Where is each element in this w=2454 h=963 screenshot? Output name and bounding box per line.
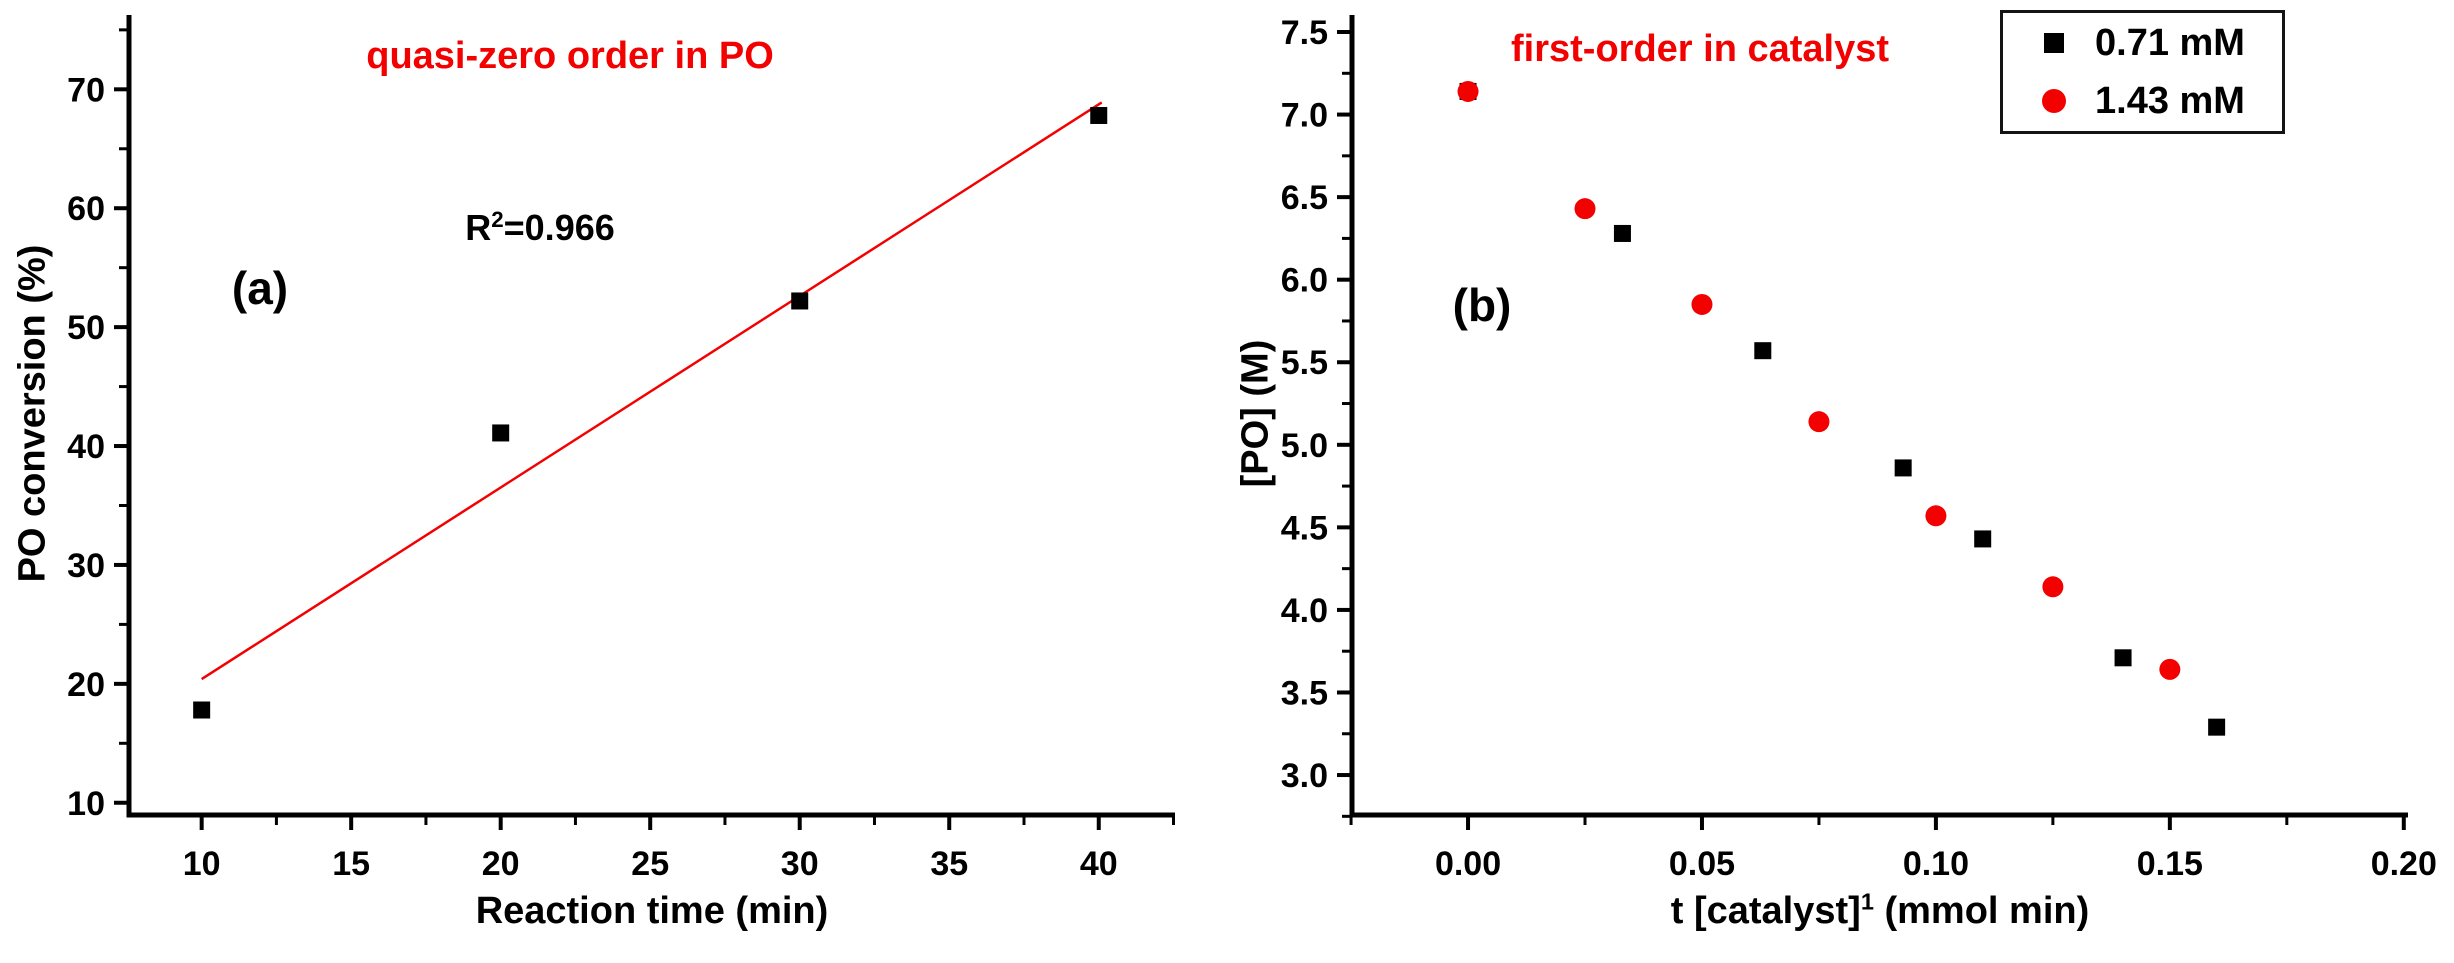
data-point-square (1613, 224, 1631, 242)
y-tick-label: 40 (67, 428, 105, 466)
y-tick-label: 3.5 (1281, 674, 1328, 712)
x-tick-label: 25 (631, 845, 669, 883)
panel-a-title: quasi-zero order in PO (366, 35, 774, 77)
data-point-circle (1925, 505, 1947, 527)
data-point-square (2208, 718, 2226, 736)
y-tick-label: 5.5 (1281, 344, 1328, 382)
x-tick-label: 0.05 (1669, 845, 1735, 883)
y-tick-label: 6.5 (1281, 179, 1328, 217)
legend-item: 1.43 mM (2003, 72, 2282, 130)
x-tick-label: 0.15 (2137, 845, 2203, 883)
y-tick-label: 10 (67, 785, 105, 823)
x-tick-label: 10 (183, 845, 221, 883)
data-point-square (1894, 459, 1912, 477)
y-tick-label: 4.5 (1281, 509, 1328, 547)
panel-a-y-axis-label: PO conversion (%) (11, 244, 54, 583)
y-tick-label: 3.0 (1281, 757, 1328, 795)
panel-b-x-axis-label: t [catalyst]1 (mmol min) (1670, 888, 2090, 932)
data-point-circle (2042, 576, 2064, 598)
legend-square-marker-icon (2044, 33, 2064, 53)
data-point-square (791, 292, 809, 310)
x-tick-label: 40 (1080, 845, 1118, 883)
data-point-circle (1457, 80, 1479, 102)
x-tick-label: 20 (482, 845, 520, 883)
x-tick-label: 0.10 (1903, 845, 1969, 883)
y-tick-label: 6.0 (1281, 262, 1328, 300)
x-tick-label: 0.00 (1435, 845, 1501, 883)
x-tick-label: 0.20 (2371, 845, 2437, 883)
panel-b-y-axis-label: [PO] (M) (1234, 339, 1277, 488)
data-point-circle (1574, 198, 1596, 220)
data-point-square (2114, 649, 2132, 667)
y-tick-label: 20 (67, 666, 105, 704)
data-point-circle (1808, 411, 1830, 433)
panel-b-title: first-order in catalyst (1511, 28, 1889, 70)
data-point-square (1090, 106, 1108, 124)
panel-a-letter: (a) (231, 262, 289, 314)
legend-label: 1.43 mM (2095, 79, 2245, 122)
legend-circle-marker-icon (2042, 89, 2066, 113)
panel-a-x-axis-label: Reaction time (min) (475, 890, 829, 932)
data-point-square (492, 424, 510, 442)
x-tick-label: 15 (332, 845, 370, 883)
fit-line (200, 101, 1103, 681)
y-tick-label: 60 (67, 190, 105, 228)
y-tick-label: 50 (67, 309, 105, 347)
legend-label: 0.71 mM (2095, 21, 2245, 64)
panel-a-r-squared: R2=0.966 (465, 207, 615, 248)
legend: 0.71 mM 1.43 mM (2000, 10, 2285, 134)
x-tick-label: 35 (930, 845, 968, 883)
data-point-circle (1691, 293, 1713, 315)
data-point-circle (2159, 658, 2181, 680)
y-tick-label: 7.0 (1281, 97, 1328, 135)
y-tick-label: 7.5 (1281, 14, 1328, 52)
panel-b-letter: (b) (1452, 279, 1512, 331)
data-point-square (193, 701, 211, 719)
y-tick-label: 70 (67, 71, 105, 109)
x-tick-label: 30 (781, 845, 819, 883)
y-tick-label: 30 (67, 547, 105, 585)
legend-item: 0.71 mM (2003, 14, 2282, 72)
y-tick-label: 4.0 (1281, 592, 1328, 630)
data-point-square (1974, 530, 1992, 548)
data-point-square (1754, 342, 1772, 360)
y-tick-label: 5.0 (1281, 427, 1328, 465)
